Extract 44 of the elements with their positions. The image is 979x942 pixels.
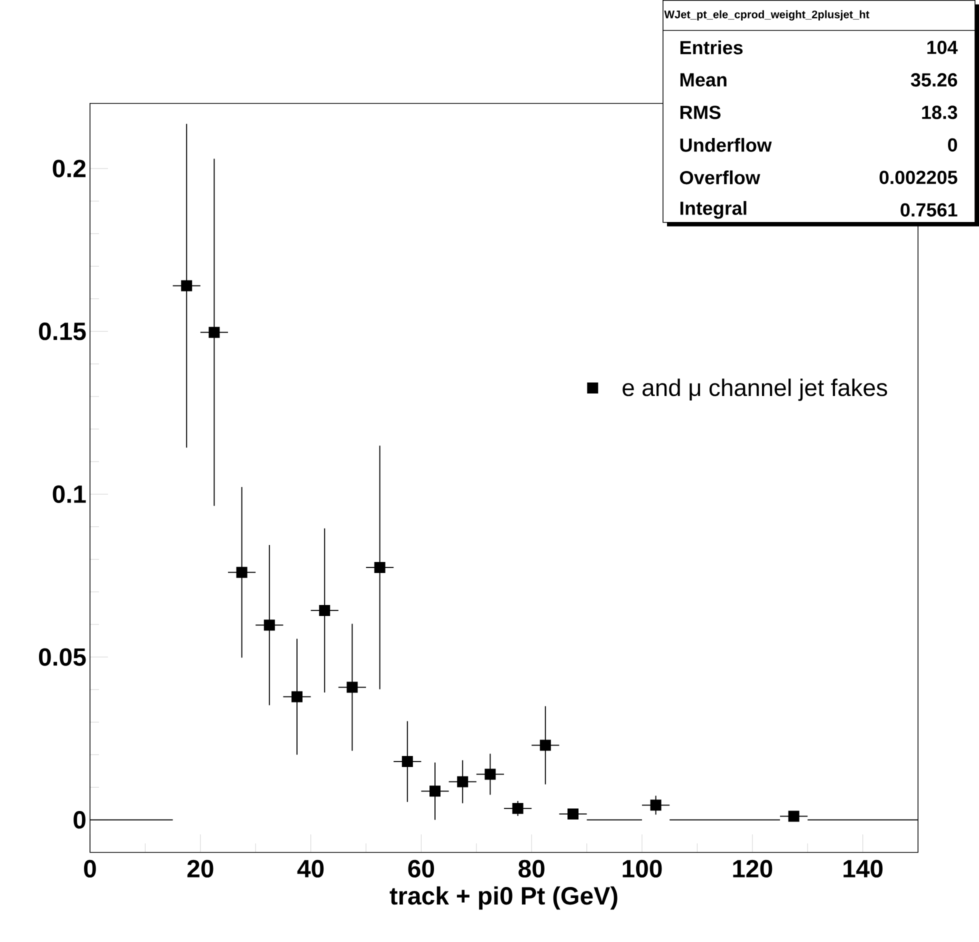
text: 0 (948, 138, 958, 152)
y-tick-label: 0.15 (38, 322, 86, 340)
point (292, 691, 303, 702)
point (457, 776, 468, 788)
point (319, 604, 330, 616)
point (208, 326, 220, 338)
y-tick-label: 0.05 (38, 648, 86, 666)
x-tick-label: 100 (622, 860, 662, 878)
annotation: Integral (680, 200, 746, 219)
point (346, 682, 358, 693)
point (568, 808, 579, 820)
x-axis-title: track + pi0 Pt (GeV) (390, 886, 618, 910)
annotation: RMS (680, 106, 721, 119)
text: Entries (680, 40, 743, 54)
point (484, 768, 496, 780)
x-tick-label: 20 (187, 860, 214, 878)
annotation: 0.7561 (900, 203, 958, 216)
point (374, 562, 386, 573)
point (540, 740, 551, 751)
y-tick-label: 0.2 (52, 160, 86, 178)
x-tick-label: 140 (844, 860, 883, 878)
point (430, 785, 441, 796)
annotation: 0.002205 (880, 170, 958, 184)
text: Mean (680, 73, 726, 86)
point (402, 756, 413, 767)
y-tick-label: 0.1 (52, 485, 86, 503)
text: 18.3 (922, 105, 958, 119)
point (512, 802, 524, 814)
annotation: Underflow (680, 138, 772, 152)
point (650, 799, 662, 810)
annotation: Overflow (680, 170, 760, 184)
text: 35.26 (910, 72, 958, 86)
x-tick-label: 80 (518, 860, 544, 878)
legend-label: e and μ channel jet fakes (622, 378, 888, 401)
x-tick-label: 60 (408, 860, 434, 878)
point (181, 280, 192, 292)
text: WJet_pt_ele_cprod_weight_2plusjet_ht (664, 10, 870, 20)
point (264, 619, 275, 630)
point (236, 566, 248, 578)
x-tick-label: 120 (733, 860, 772, 878)
x-tick-label: 40 (297, 860, 324, 878)
text: 104 (927, 40, 958, 54)
point (788, 810, 800, 822)
y-tick-label: 0 (74, 810, 86, 828)
